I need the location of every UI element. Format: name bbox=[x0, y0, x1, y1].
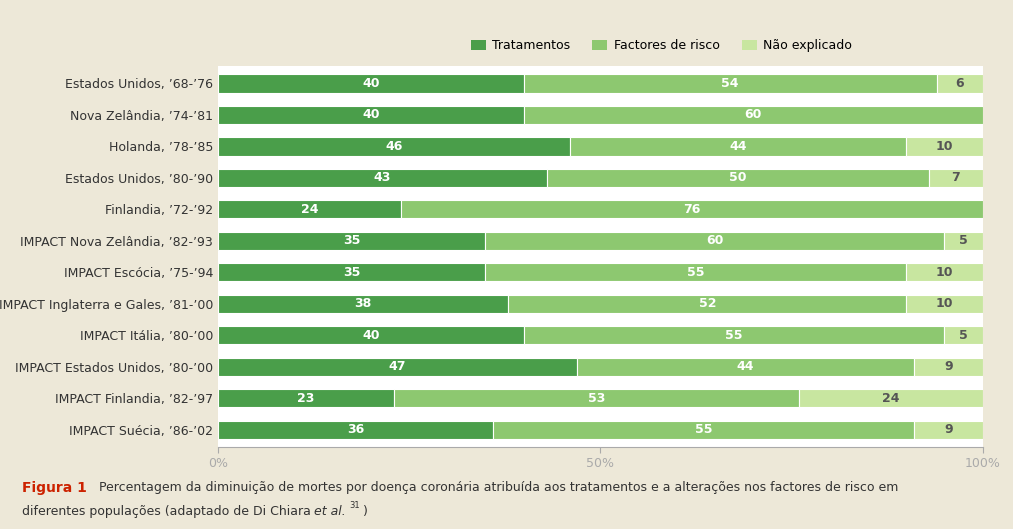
Bar bbox=[394, 389, 799, 407]
Text: 24: 24 bbox=[882, 391, 900, 405]
Text: 5: 5 bbox=[959, 329, 967, 342]
Bar bbox=[218, 74, 524, 93]
Text: et al.: et al. bbox=[314, 505, 345, 518]
Text: 38: 38 bbox=[355, 297, 372, 311]
Text: 23: 23 bbox=[297, 391, 314, 405]
Text: 46: 46 bbox=[385, 140, 402, 153]
Text: 60: 60 bbox=[706, 234, 723, 248]
Text: 55: 55 bbox=[725, 329, 743, 342]
Text: ): ) bbox=[363, 505, 368, 518]
Text: 7: 7 bbox=[951, 171, 960, 185]
Bar bbox=[218, 358, 577, 376]
Bar bbox=[218, 169, 547, 187]
Text: 5: 5 bbox=[959, 234, 967, 248]
Bar bbox=[218, 200, 401, 218]
Bar bbox=[218, 295, 509, 313]
Text: 35: 35 bbox=[343, 266, 361, 279]
Text: 53: 53 bbox=[588, 391, 605, 405]
Bar bbox=[218, 421, 493, 439]
Bar bbox=[547, 169, 929, 187]
Bar bbox=[218, 389, 394, 407]
Bar bbox=[937, 74, 983, 93]
Bar bbox=[485, 263, 907, 281]
Bar bbox=[218, 326, 524, 344]
Bar bbox=[493, 421, 914, 439]
Text: 60: 60 bbox=[745, 108, 762, 122]
Text: 35: 35 bbox=[343, 234, 361, 248]
Bar bbox=[524, 106, 983, 124]
Text: 47: 47 bbox=[389, 360, 406, 373]
Bar bbox=[906, 263, 983, 281]
Bar bbox=[218, 263, 485, 281]
Text: diferentes populações (adaptado de Di Chiara: diferentes populações (adaptado de Di Ch… bbox=[22, 505, 315, 518]
Bar bbox=[218, 106, 524, 124]
Text: Percentagem da diminuição de mortes por doença coronária atribuída aos tratament: Percentagem da diminuição de mortes por … bbox=[91, 481, 899, 495]
Bar bbox=[577, 358, 914, 376]
Text: 50: 50 bbox=[729, 171, 747, 185]
Text: 6: 6 bbox=[955, 77, 964, 90]
Text: 44: 44 bbox=[736, 360, 755, 373]
Text: 9: 9 bbox=[944, 423, 952, 436]
Text: 24: 24 bbox=[301, 203, 318, 216]
Text: 40: 40 bbox=[362, 108, 380, 122]
Text: 10: 10 bbox=[936, 140, 953, 153]
Bar bbox=[509, 295, 907, 313]
Text: 10: 10 bbox=[936, 266, 953, 279]
Bar bbox=[906, 295, 983, 313]
Text: 52: 52 bbox=[699, 297, 716, 311]
Text: 36: 36 bbox=[346, 423, 364, 436]
Text: 44: 44 bbox=[729, 140, 747, 153]
Text: 40: 40 bbox=[362, 329, 380, 342]
Bar bbox=[485, 232, 944, 250]
Bar bbox=[569, 137, 907, 156]
Bar bbox=[401, 200, 983, 218]
Text: 54: 54 bbox=[721, 77, 738, 90]
Text: 43: 43 bbox=[374, 171, 391, 185]
Text: 55: 55 bbox=[695, 423, 712, 436]
Text: 76: 76 bbox=[684, 203, 701, 216]
Text: 55: 55 bbox=[687, 266, 705, 279]
Text: 31: 31 bbox=[349, 501, 360, 510]
Bar bbox=[524, 326, 944, 344]
Legend: Tratamentos, Factores de risco, Não explicado: Tratamentos, Factores de risco, Não expl… bbox=[471, 39, 852, 52]
Bar bbox=[906, 137, 983, 156]
Bar bbox=[524, 74, 937, 93]
Text: 40: 40 bbox=[362, 77, 380, 90]
Bar bbox=[944, 326, 983, 344]
Bar bbox=[799, 389, 983, 407]
Text: 10: 10 bbox=[936, 297, 953, 311]
Bar bbox=[914, 358, 983, 376]
Text: Figura 1: Figura 1 bbox=[22, 481, 87, 495]
Text: 9: 9 bbox=[944, 360, 952, 373]
Bar bbox=[218, 232, 485, 250]
Bar bbox=[914, 421, 983, 439]
Bar bbox=[944, 232, 983, 250]
Bar bbox=[929, 169, 983, 187]
Bar bbox=[218, 137, 569, 156]
